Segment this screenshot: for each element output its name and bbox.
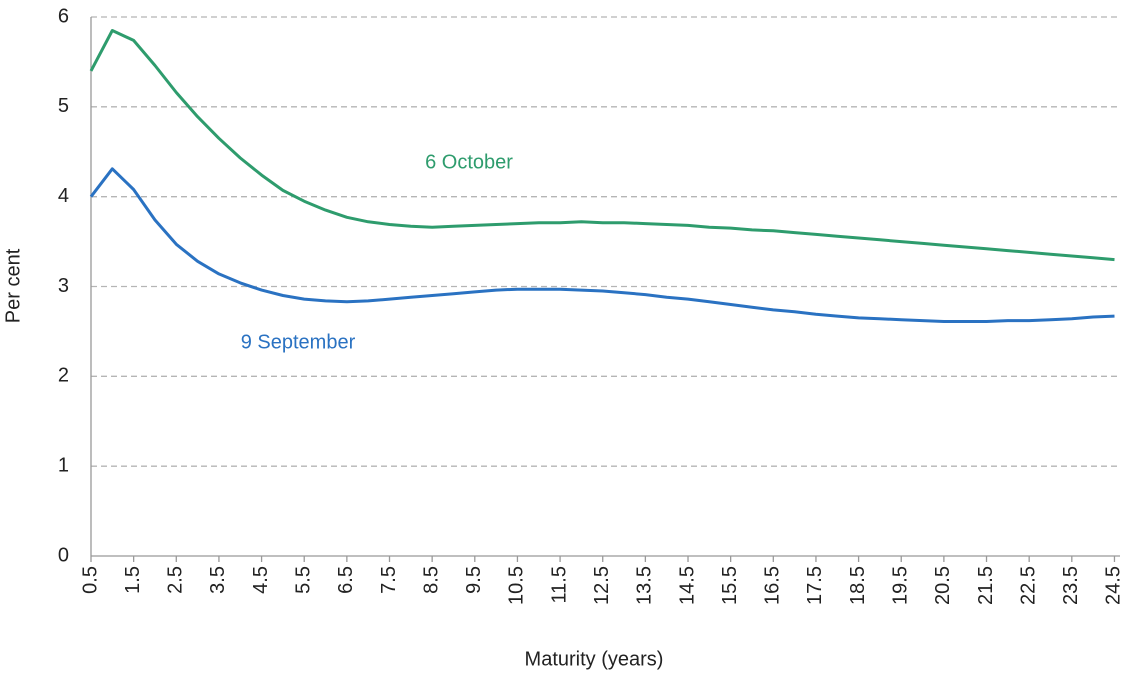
x-tick-label: 23.5 xyxy=(1060,566,1082,605)
x-tick-label: 16.5 xyxy=(762,566,784,605)
x-tick-label: 0.5 xyxy=(79,566,101,594)
y-tick-label: 0 xyxy=(58,544,69,566)
x-tick-label: 3.5 xyxy=(207,566,229,594)
x-tick-label: 19.5 xyxy=(890,566,912,605)
y-tick-label: 4 xyxy=(58,185,69,207)
x-tick-label: 20.5 xyxy=(932,566,954,605)
x-tick-label: 12.5 xyxy=(591,566,613,605)
x-tick-label: 18.5 xyxy=(847,566,869,605)
x-tick-label: 17.5 xyxy=(804,566,826,605)
x-tick-label: 6.5 xyxy=(335,566,357,594)
x-tick-label: 15.5 xyxy=(719,566,741,605)
y-tick-label: 1 xyxy=(58,454,69,476)
y-axis-label: Per cent xyxy=(2,248,24,323)
x-tick-label: 1.5 xyxy=(122,566,144,594)
x-tick-label: 13.5 xyxy=(634,566,656,605)
y-tick-label: 6 xyxy=(58,5,69,27)
x-tick-label: 10.5 xyxy=(506,566,528,605)
x-tick-label: 22.5 xyxy=(1017,566,1039,605)
series-line xyxy=(89,167,1115,323)
x-tick-label: 4.5 xyxy=(250,566,272,594)
series-label: 6 October xyxy=(425,151,513,173)
series-label: 9 September xyxy=(241,331,356,353)
x-axis-label: Maturity (years) xyxy=(525,648,664,670)
x-tick-label: 2.5 xyxy=(165,566,187,594)
x-tick-label: 8.5 xyxy=(420,566,442,594)
x-tick-label: 5.5 xyxy=(293,566,315,594)
x-tick-label: 24.5 xyxy=(1103,566,1122,605)
y-tick-label: 5 xyxy=(58,95,69,117)
y-tick-label: 3 xyxy=(58,275,69,297)
x-tick-label: 11.5 xyxy=(548,566,570,603)
x-tick-label: 21.5 xyxy=(975,566,997,605)
x-tick-label: 7.5 xyxy=(378,566,400,594)
x-tick-label: 9.5 xyxy=(463,566,485,594)
series-line xyxy=(89,29,1115,262)
y-tick-label: 2 xyxy=(58,365,69,387)
x-tick-label: 14.5 xyxy=(676,566,698,605)
